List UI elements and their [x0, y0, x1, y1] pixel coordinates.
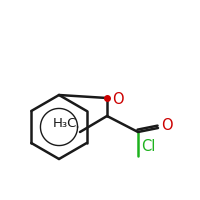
- Text: O: O: [162, 118, 173, 134]
- Text: Cl: Cl: [141, 139, 155, 154]
- Text: H₃C: H₃C: [53, 117, 78, 130]
- Text: O: O: [113, 92, 124, 106]
